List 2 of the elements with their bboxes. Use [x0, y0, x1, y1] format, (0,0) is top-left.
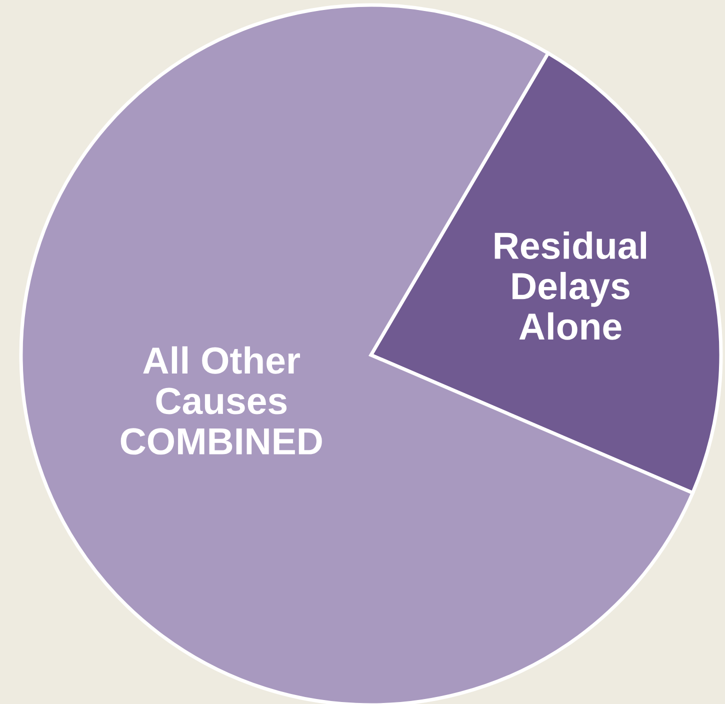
slice-label: All Other Causes COMBINED [120, 346, 322, 455]
slice-label: Residual Delays Alone [494, 232, 646, 340]
